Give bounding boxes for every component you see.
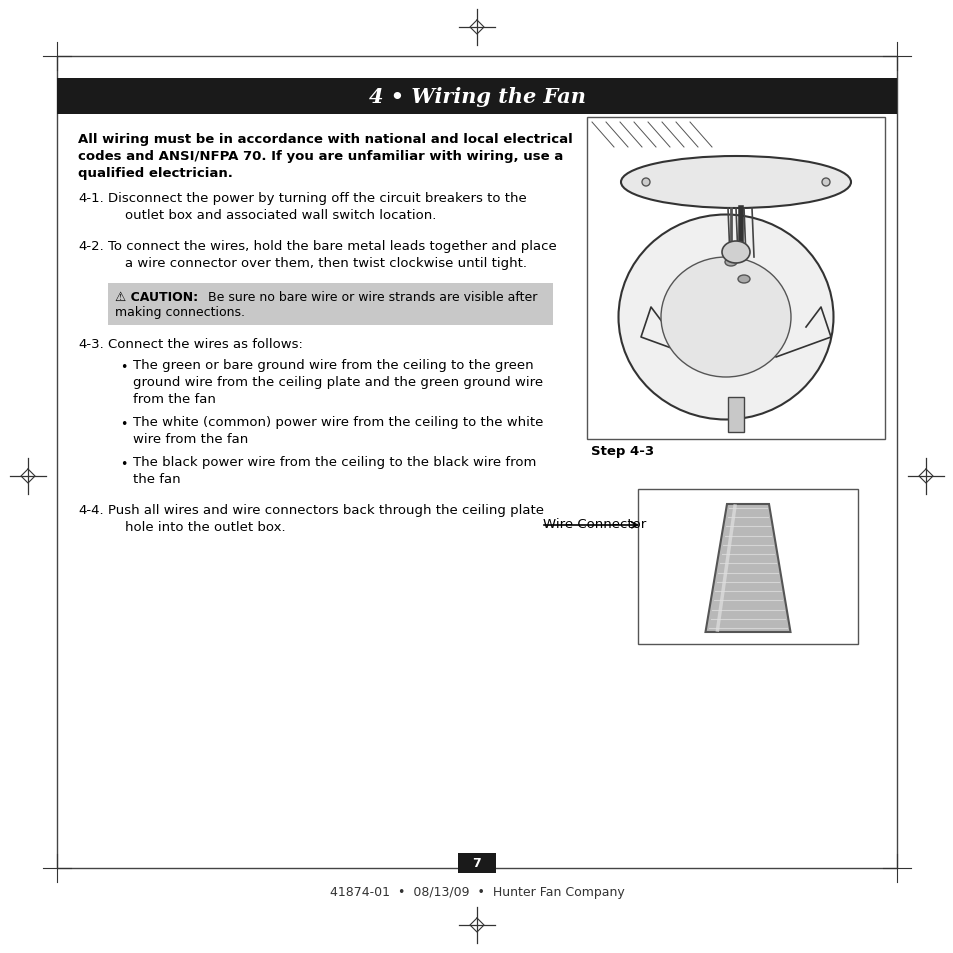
- Text: wire from the fan: wire from the fan: [132, 433, 248, 446]
- Text: making connections.: making connections.: [115, 306, 245, 318]
- Bar: [57, 79, 896, 115]
- Bar: [586, 118, 884, 439]
- Text: 4-3.: 4-3.: [78, 337, 104, 351]
- Ellipse shape: [618, 215, 833, 420]
- Text: ⚠ CAUTION:: ⚠ CAUTION:: [115, 291, 198, 304]
- Text: Wire Connector: Wire Connector: [542, 517, 645, 531]
- Text: codes and ANSI/NFPA 70. If you are unfamiliar with wiring, use a: codes and ANSI/NFPA 70. If you are unfam…: [78, 150, 562, 163]
- Text: from the fan: from the fan: [132, 393, 215, 406]
- Ellipse shape: [721, 242, 749, 264]
- Text: The black power wire from the ceiling to the black wire from: The black power wire from the ceiling to…: [132, 456, 536, 469]
- Text: 4-2.: 4-2.: [78, 240, 104, 253]
- Text: 4 • Wiring the Fan: 4 • Wiring the Fan: [368, 87, 585, 107]
- Text: •: •: [120, 457, 128, 471]
- Ellipse shape: [620, 157, 850, 209]
- Text: Disconnect the power by turning off the circuit breakers to the: Disconnect the power by turning off the …: [108, 192, 526, 205]
- Text: Push all wires and wire connectors back through the ceiling plate: Push all wires and wire connectors back …: [108, 503, 543, 517]
- Text: All wiring must be in accordance with national and local electrical: All wiring must be in accordance with na…: [78, 132, 572, 146]
- Text: 4-1.: 4-1.: [78, 192, 104, 205]
- Text: Be sure no bare wire or wire strands are visible after: Be sure no bare wire or wire strands are…: [200, 291, 537, 304]
- Text: •: •: [120, 417, 128, 431]
- Circle shape: [821, 179, 829, 187]
- Bar: [457, 853, 496, 873]
- Text: The white (common) power wire from the ceiling to the white: The white (common) power wire from the c…: [132, 416, 543, 429]
- Text: Connect the wires as follows:: Connect the wires as follows:: [108, 337, 302, 351]
- Text: a wire connector over them, then twist clockwise until tight.: a wire connector over them, then twist c…: [125, 256, 526, 270]
- Polygon shape: [705, 504, 790, 633]
- Text: hole into the outlet box.: hole into the outlet box.: [125, 520, 285, 534]
- Ellipse shape: [660, 257, 790, 377]
- Bar: [108, 284, 553, 326]
- Text: The green or bare ground wire from the ceiling to the green: The green or bare ground wire from the c…: [132, 358, 533, 372]
- Ellipse shape: [724, 258, 737, 267]
- Text: Step 4-3: Step 4-3: [590, 444, 654, 457]
- Circle shape: [641, 179, 649, 187]
- Text: 7: 7: [472, 857, 481, 869]
- Text: •: •: [120, 360, 128, 374]
- Text: 4-4.: 4-4.: [78, 503, 104, 517]
- Ellipse shape: [738, 275, 749, 284]
- Text: the fan: the fan: [132, 473, 180, 485]
- Text: To connect the wires, hold the bare metal leads together and place: To connect the wires, hold the bare meta…: [108, 240, 557, 253]
- Bar: [727, 397, 743, 433]
- Text: ground wire from the ceiling plate and the green ground wire: ground wire from the ceiling plate and t…: [132, 375, 542, 389]
- Text: 41874-01  •  08/13/09  •  Hunter Fan Company: 41874-01 • 08/13/09 • Hunter Fan Company: [330, 885, 623, 898]
- Bar: [638, 490, 857, 644]
- Text: outlet box and associated wall switch location.: outlet box and associated wall switch lo…: [125, 209, 436, 222]
- Bar: [57, 57, 896, 868]
- Text: qualified electrician.: qualified electrician.: [78, 167, 233, 180]
